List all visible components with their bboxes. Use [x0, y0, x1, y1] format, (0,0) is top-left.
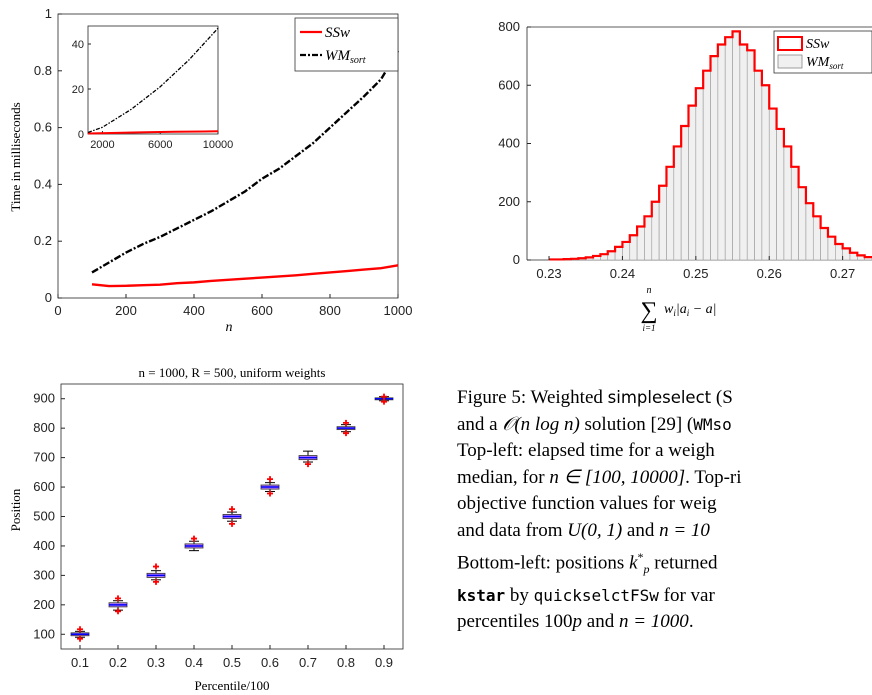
svg-text:∑: ∑	[640, 298, 657, 324]
bl-outlier	[229, 520, 235, 527]
tr-x-axis-label: n ∑ i=1 wi|ai − a|	[640, 285, 716, 333]
tr-x-tick-label: 0.23	[536, 266, 561, 281]
caption-line-4: median, for n ∈ [100, 10000]. Top-ri	[457, 466, 742, 488]
bl-x-tick-label: 0.1	[71, 655, 89, 670]
tl-x-tick-label: 400	[183, 303, 205, 318]
bl-x-tick-label: 0.5	[223, 655, 241, 670]
bl-x-tick-label: 0.6	[261, 655, 279, 670]
bl-x-axis-label: Percentile/100	[194, 678, 269, 693]
tl-x-tick-label: 1000	[384, 303, 413, 318]
bl-x-tick-label: 0.9	[375, 655, 393, 670]
bl-y-tick-label: 900	[33, 391, 55, 406]
tr-y-tick-label: 800	[498, 19, 520, 34]
bl-outlier	[267, 476, 273, 483]
bl-y-tick-label: 300	[33, 567, 55, 582]
svg-text:n: n	[647, 285, 652, 296]
tl-y-tick-label: 0	[45, 290, 52, 305]
bl-y-tick-label: 700	[33, 450, 55, 465]
tr-y-tick-label: 200	[498, 194, 520, 209]
bl-x-tick-label: 0.4	[185, 655, 203, 670]
bl-x-tick-label: 0.2	[109, 655, 127, 670]
tl-inset-x-tick-label: 6000	[148, 139, 172, 151]
bl-y-tick-label: 800	[33, 420, 55, 435]
caption-line-6: and data from U(0, 1) and n = 10	[457, 519, 710, 541]
bl-outlier	[229, 506, 235, 513]
bl-y-tick-label: 400	[33, 538, 55, 553]
tl-inset-y-tick-label: 0	[78, 129, 84, 141]
tr-x-tick-label: 0.26	[757, 266, 782, 281]
tl-x-tick-label: 600	[251, 303, 273, 318]
bl-outlier	[77, 626, 83, 633]
caption-line-9: percentiles 100p and n = 1000.	[457, 611, 694, 633]
tl-inset-x-tick-label: 10000	[203, 139, 234, 151]
svg-text:wi|ai − a|: wi|ai − a|	[664, 302, 717, 318]
bl-outlier	[343, 419, 349, 426]
bl-y-tick-label: 100	[33, 626, 55, 641]
tr-x-tick-label: 0.24	[610, 266, 635, 281]
bl-outlier	[343, 430, 349, 437]
bl-outlier	[153, 578, 159, 585]
caption-line-7: Bottom-left: positions k*p returned	[457, 550, 718, 577]
tl-x-tick-label: 200	[115, 303, 137, 318]
tl-y-tick-label: 0.4	[34, 176, 52, 191]
tl-x-tick-label: 800	[319, 303, 341, 318]
tr-legend: SSw WMsort	[773, 30, 872, 74]
tl-y-tick-label: 0.8	[34, 63, 52, 78]
tl-series-wm-sort	[91, 50, 400, 274]
caption-line-3: Top-left: elapsed time for a weigh	[457, 440, 715, 461]
caption-line-5: objective function values for weig	[457, 493, 717, 514]
figure-caption: Figure 5: Weighted simpleselect (S and a…	[457, 385, 872, 636]
tl-legend-wmsort: WMsort	[325, 48, 366, 66]
tl-inset-frame	[87, 25, 219, 135]
tl-x-tick-label: 0	[54, 303, 61, 318]
tl-y-tick-label: 0.2	[34, 233, 52, 248]
tl-legend: SSw WMsort	[294, 17, 399, 72]
tl-inset-y-tick-label: 20	[72, 84, 84, 96]
tr-legend-wmsort: WMsort	[806, 55, 844, 71]
caption-line-2: and a 𝒪(n log n) solution [29] (WMso	[457, 413, 732, 435]
tr-ssw-outline	[549, 30, 872, 261]
bl-outlier	[267, 490, 273, 497]
tr-x-tick-label: 0.25	[683, 266, 708, 281]
bl-outlier	[305, 461, 311, 468]
tl-inset-x-tick-label: 2000	[90, 139, 114, 151]
tl-y-tick-label: 1	[45, 6, 52, 21]
bl-x-tick-label: 0.8	[337, 655, 355, 670]
tl-y-tick-label: 0.6	[34, 120, 52, 135]
tr-y-tick-label: 600	[498, 77, 520, 92]
svg-text:i=1: i=1	[642, 323, 655, 333]
caption-line-1: Figure 5: Weighted simpleselect (S	[457, 387, 733, 408]
bl-outlier	[381, 398, 387, 405]
bl-y-tick-label: 600	[33, 479, 55, 494]
tr-y-tick-label: 400	[498, 136, 520, 151]
tr-y-tick-label: 0	[513, 252, 520, 267]
tl-legend-ssw: SSw	[325, 25, 350, 41]
bl-y-axis-label: Position	[8, 488, 23, 531]
bl-outlier	[381, 393, 387, 400]
tl-inset-series-ssw	[87, 130, 219, 135]
tl-plot-frame	[57, 13, 399, 299]
tr-x-tick-label: 0.27	[830, 266, 855, 281]
bl-y-tick-label: 500	[33, 509, 55, 524]
tr-legend-ssw: SSw	[806, 37, 830, 52]
bl-outlier	[115, 595, 121, 602]
tl-series-ssw	[91, 264, 399, 288]
bl-outlier	[191, 535, 197, 542]
bl-title: n = 1000, R = 500, uniform weights	[139, 365, 326, 380]
bl-outlier	[77, 635, 83, 642]
bl-x-tick-label: 0.3	[147, 655, 165, 670]
tl-inset-y-tick-label: 40	[72, 39, 84, 51]
tl-y-axis-label: Time in milliseconds	[8, 102, 23, 211]
bl-outlier	[153, 563, 159, 570]
bl-outlier	[115, 608, 121, 615]
tl-x-axis-label: n	[226, 320, 233, 335]
caption-line-8: kstar by quickselctFSw for var	[457, 584, 715, 606]
bl-x-tick-label: 0.7	[299, 655, 317, 670]
tl-inset-series-wm-sort	[87, 27, 219, 134]
bl-y-tick-label: 200	[33, 597, 55, 612]
